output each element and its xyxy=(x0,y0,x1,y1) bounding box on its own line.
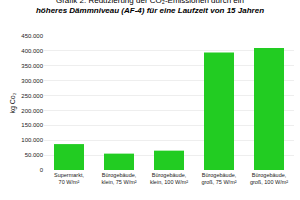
svg-text:100.000: 100.000 xyxy=(21,137,43,143)
svg-text:0: 0 xyxy=(40,167,44,173)
svg-text:Bürogebäude,groß, 100 W/m²: Bürogebäude,groß, 100 W/m² xyxy=(250,172,288,185)
svg-text:50.000: 50.000 xyxy=(25,152,44,158)
svg-text:Bürogebäude,groß, 75 W/m²: Bürogebäude,groß, 75 W/m² xyxy=(201,172,236,185)
svg-text:kg Co₂: kg Co₂ xyxy=(9,92,17,113)
svg-text:Bürogebäude,klein, 75 W/m²: Bürogebäude,klein, 75 W/m² xyxy=(101,172,136,185)
svg-text:400.000: 400.000 xyxy=(21,48,43,54)
svg-text:350.000: 350.000 xyxy=(21,63,43,69)
svg-text:200.000: 200.000 xyxy=(21,108,43,114)
svg-text:450.000: 450.000 xyxy=(21,33,43,39)
svg-text:Supermarkt,70 W/m²: Supermarkt,70 W/m² xyxy=(54,172,84,185)
svg-text:300.000: 300.000 xyxy=(21,78,43,84)
svg-text:Grafik 2: Reduzierung der CO₂-: Grafik 2: Reduzierung der CO₂-Emissionen… xyxy=(36,0,264,15)
svg-text:250.000: 250.000 xyxy=(21,93,43,99)
svg-text:150.000: 150.000 xyxy=(21,122,43,128)
svg-text:Bürogebäude,klein, 100 W/m²: Bürogebäude,klein, 100 W/m² xyxy=(150,172,188,185)
